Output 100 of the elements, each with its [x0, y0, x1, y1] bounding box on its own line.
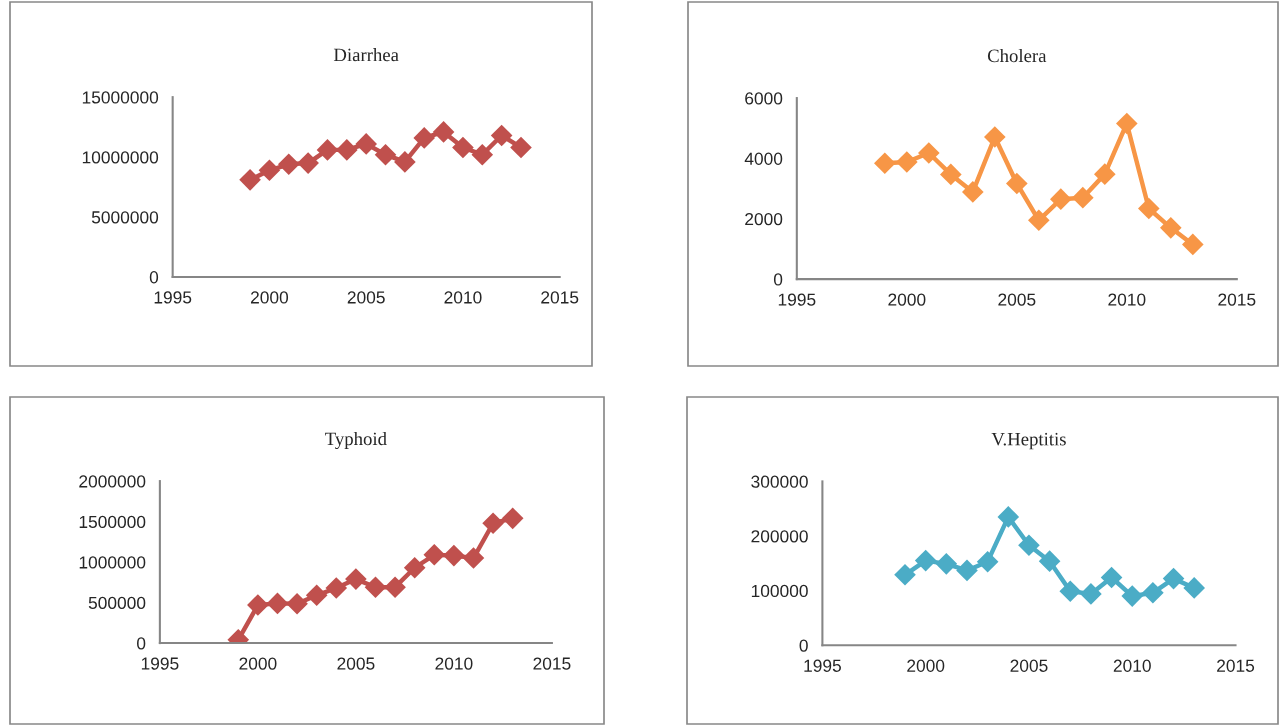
point — [1050, 188, 1072, 210]
point — [297, 152, 319, 174]
x-tick-label: 2005 — [1010, 659, 1048, 672]
y-tick-label: 10000000 — [82, 151, 159, 164]
point — [510, 136, 532, 159]
y-tick-label: 0 — [149, 271, 159, 284]
point — [1059, 580, 1082, 602]
point — [896, 151, 918, 173]
x-tick-label: 2010 — [1113, 659, 1151, 672]
point — [355, 133, 377, 155]
point — [976, 550, 999, 573]
point — [1018, 534, 1040, 557]
point — [984, 126, 1006, 148]
point — [874, 152, 896, 175]
x-tick-label: 2000 — [907, 659, 945, 672]
point — [1038, 550, 1061, 572]
point — [266, 592, 289, 615]
x-tick-label: 2000 — [888, 293, 926, 306]
point — [258, 159, 281, 182]
y-tick-label: 300000 — [751, 475, 808, 488]
point — [286, 593, 308, 615]
point — [962, 181, 984, 203]
point — [413, 127, 436, 149]
x-tick-label: 2010 — [435, 657, 473, 670]
y-tick-label: 2000 — [745, 212, 783, 226]
y-tick-label: 500000 — [88, 596, 146, 610]
point — [918, 142, 940, 164]
point — [1116, 112, 1138, 135]
x-tick-label: 2005 — [998, 293, 1036, 306]
point — [501, 507, 524, 530]
y-tick-label: 15000000 — [82, 91, 159, 104]
point — [1137, 197, 1160, 220]
point — [316, 139, 339, 161]
point — [423, 544, 446, 566]
y-tick-label: 1500000 — [79, 515, 146, 529]
y-tick-label: 200000 — [751, 530, 808, 543]
point — [462, 547, 485, 569]
x-tick-label: 2015 — [1217, 659, 1255, 672]
x-tick-label: 2010 — [444, 291, 482, 304]
point — [384, 576, 406, 598]
point — [443, 544, 465, 567]
point — [490, 124, 513, 147]
point — [914, 549, 937, 572]
x-tick-label: 2000 — [250, 291, 289, 304]
point — [239, 169, 261, 191]
point — [247, 594, 269, 616]
y-tick-label: 6000 — [745, 92, 783, 105]
point — [935, 553, 958, 575]
x-tick-label: 1995 — [778, 293, 816, 306]
chart-title: Diarrhea — [333, 48, 399, 62]
point — [394, 151, 416, 173]
point — [403, 556, 426, 579]
point — [1159, 217, 1182, 239]
point — [940, 163, 962, 186]
point — [325, 577, 348, 599]
point — [336, 139, 358, 161]
y-tick-label: 5000000 — [91, 211, 159, 224]
x-tick-label: 2015 — [533, 657, 571, 670]
y-tick-label: 4000 — [744, 152, 783, 165]
x-tick-label: 1995 — [154, 291, 192, 304]
point — [364, 576, 387, 598]
point — [482, 512, 504, 535]
point — [1162, 567, 1185, 590]
point — [1028, 209, 1050, 232]
point — [374, 143, 397, 166]
point — [471, 143, 494, 166]
point — [277, 153, 300, 176]
point — [452, 136, 474, 159]
x-tick-label: 2015 — [1218, 293, 1256, 306]
point — [432, 121, 455, 143]
y-tick-label: 1000000 — [79, 556, 146, 569]
x-tick-label: 2005 — [347, 291, 385, 304]
point — [1121, 585, 1144, 607]
point — [1181, 233, 1204, 256]
point — [1080, 583, 1102, 605]
point — [997, 506, 1020, 528]
y-tick-label: 100000 — [751, 584, 808, 598]
y-tick-label: 2000000 — [79, 475, 146, 488]
x-tick-label: 1995 — [804, 659, 841, 672]
x-tick-label: 2005 — [337, 657, 375, 670]
point — [1006, 172, 1028, 195]
point — [1100, 566, 1123, 589]
point — [1094, 163, 1116, 185]
point — [1142, 582, 1164, 604]
y-tick-label: 0 — [799, 639, 808, 652]
chart-title: V.Heptitis — [991, 432, 1066, 450]
point — [345, 568, 367, 590]
y-tick-label: 0 — [137, 637, 146, 650]
x-tick-label: 2015 — [541, 291, 579, 304]
point — [1183, 577, 1206, 599]
point — [894, 563, 916, 586]
y-tick-label: 0 — [773, 273, 783, 286]
x-tick-label: 2010 — [1108, 293, 1146, 306]
x-tick-label: 2000 — [239, 657, 277, 670]
point — [305, 584, 328, 607]
chart-title: Cholera — [987, 48, 1047, 63]
chart-title: Typhoid — [325, 431, 387, 450]
x-tick-label: 1995 — [141, 657, 179, 670]
point — [956, 559, 978, 582]
point — [1072, 186, 1094, 209]
